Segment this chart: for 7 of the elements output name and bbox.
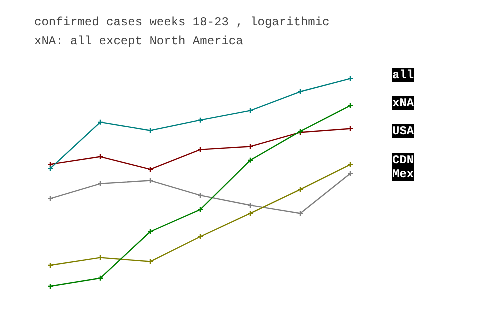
text: xNA bbox=[392, 96, 415, 110]
chart-subtitle: xNA: all except North America bbox=[34, 34, 244, 48]
text: USA bbox=[392, 124, 415, 138]
text: CDN bbox=[392, 154, 414, 168]
chart-title: confirmed cases weeks 18-23 , logarithmic bbox=[34, 16, 330, 30]
text: all bbox=[392, 68, 414, 82]
text: Mex bbox=[392, 168, 414, 182]
